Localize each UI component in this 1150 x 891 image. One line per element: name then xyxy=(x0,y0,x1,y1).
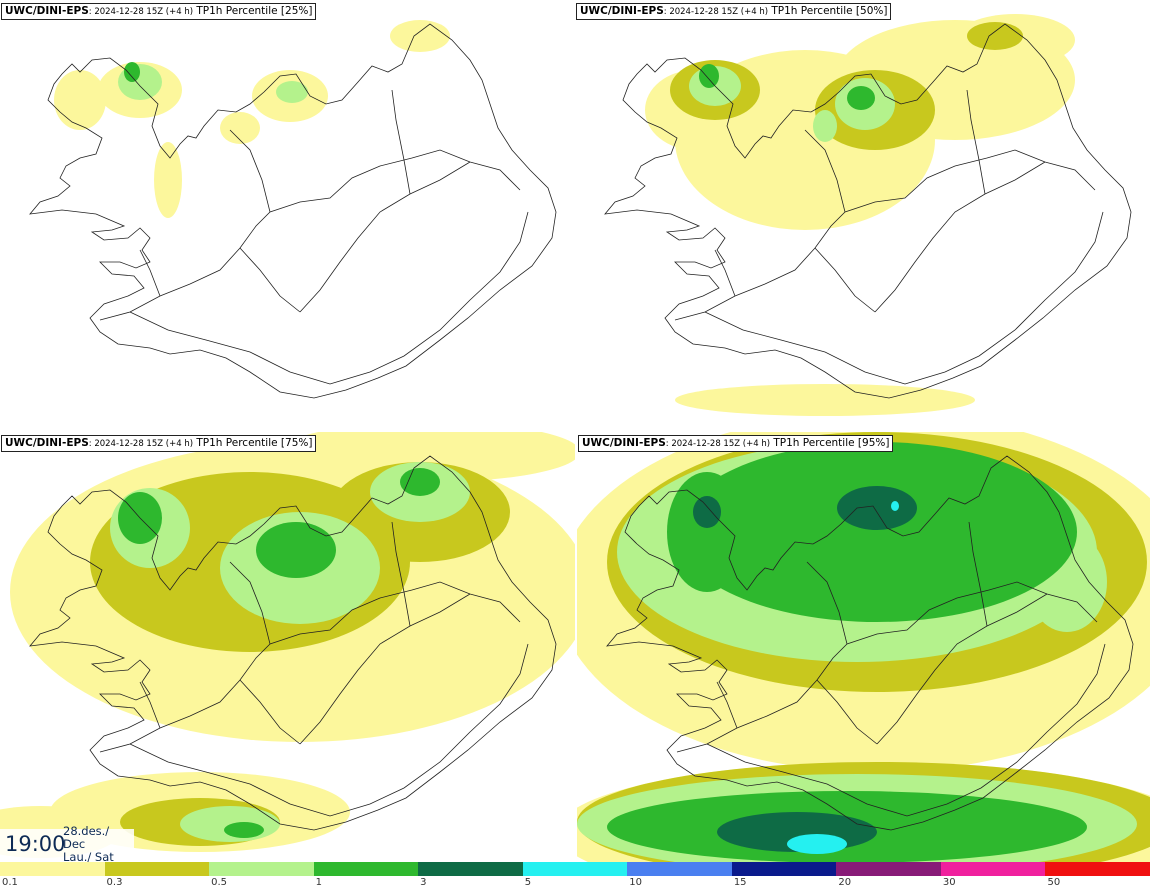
map-panel-p25: UWC/DINI-EPS: 2024-12-28 15Z (+4 h) TP1h… xyxy=(0,0,575,430)
map-panel-p75: UWC/DINI-EPS: 2024-12-28 15Z (+4 h) TP1h… xyxy=(0,432,575,862)
legend-swatch xyxy=(940,862,1046,876)
precipitation-map-p95 xyxy=(577,432,1150,862)
precipitation-map-p50 xyxy=(604,14,1132,416)
color-legend: 0.1 0.3 0.5 1 3 5 10 15 20 30 50 xyxy=(0,862,1150,891)
legend-swatch xyxy=(418,862,523,876)
legend-swatch xyxy=(209,862,314,876)
legend-swatch xyxy=(731,862,837,876)
legend-label: 0.3 xyxy=(106,877,123,888)
panel-title-p95: UWC/DINI-EPS: 2024-12-28 15Z (+4 h) TP1h… xyxy=(578,435,894,452)
legend-label: 30 xyxy=(942,877,956,888)
legend-label: 5 xyxy=(524,877,532,888)
panel-title-p25: UWC/DINI-EPS: 2024-12-28 15Z (+4 h) TP1h… xyxy=(1,3,317,20)
legend-label: 20 xyxy=(838,877,852,888)
legend-swatch xyxy=(627,862,732,876)
legend-label: 0.1 xyxy=(2,877,18,888)
legend-swatch xyxy=(522,862,628,876)
valid-date-line1: 28.des./ Dec xyxy=(63,823,110,851)
panel-title-p75: UWC/DINI-EPS: 2024-12-28 15Z (+4 h) TP1h… xyxy=(1,435,317,452)
legend-swatch xyxy=(313,862,419,876)
valid-time: 19:00 xyxy=(5,832,66,856)
legend-label: 50 xyxy=(1047,877,1061,888)
legend-label: 10 xyxy=(629,877,642,888)
legend-swatch xyxy=(1045,862,1150,876)
valid-time-box: 19:00 28.des./ Dec Lau./ Sat xyxy=(0,824,134,863)
legend-label: 0.5 xyxy=(211,877,227,888)
legend-label: 1 xyxy=(315,877,322,888)
map-panel-p50: UWC/DINI-EPS: 2024-12-28 15Z (+4 h) TP1h… xyxy=(575,0,1150,430)
precipitation-map-p75 xyxy=(0,432,575,858)
legend-color-bar xyxy=(0,862,1150,876)
valid-date: 28.des./ Dec Lau./ Sat xyxy=(63,823,134,864)
map-panel-p95: UWC/DINI-EPS: 2024-12-28 15Z (+4 h) TP1h… xyxy=(577,432,1150,862)
legend-swatch xyxy=(836,862,941,876)
precipitation-map-p25 xyxy=(29,20,557,399)
legend-label: 3 xyxy=(420,877,427,888)
legend-labels: 0.1 0.3 0.5 1 3 5 10 15 20 30 50 xyxy=(0,877,1150,891)
legend-swatch xyxy=(0,862,105,876)
legend-swatch xyxy=(104,862,210,876)
valid-date-line2: Lau./ Sat xyxy=(63,849,114,864)
panel-title-p50: UWC/DINI-EPS: 2024-12-28 15Z (+4 h) TP1h… xyxy=(576,3,892,20)
legend-label: 15 xyxy=(733,877,747,888)
